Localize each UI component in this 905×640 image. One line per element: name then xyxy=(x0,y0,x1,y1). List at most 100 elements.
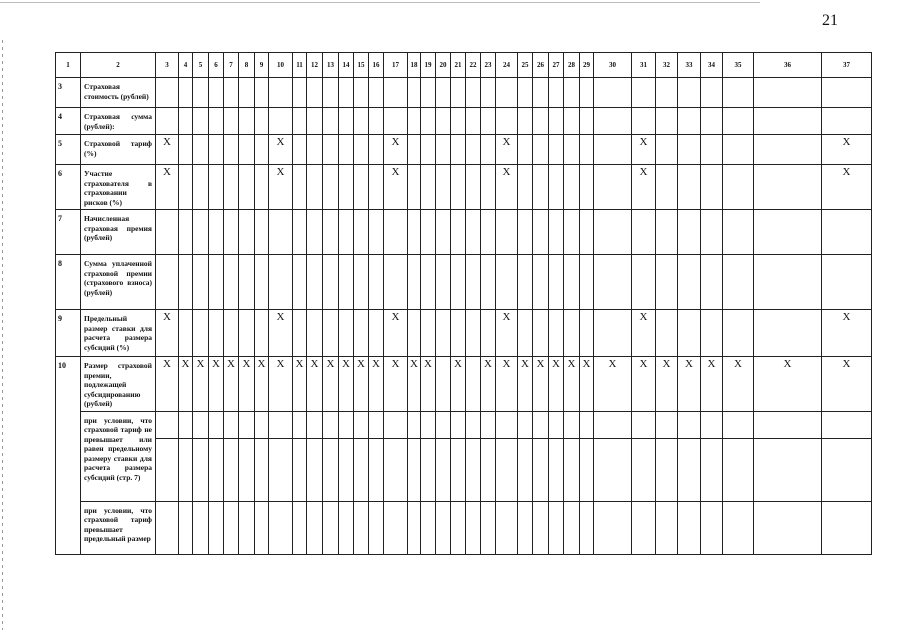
table-cell xyxy=(722,107,754,135)
table-cell xyxy=(368,77,384,108)
table-cell xyxy=(435,437,451,502)
table-cell xyxy=(306,209,323,255)
table-cell xyxy=(292,134,307,165)
table-cell xyxy=(178,410,193,439)
table-cell xyxy=(407,309,421,357)
table-cell xyxy=(655,77,678,108)
table-cell xyxy=(192,254,209,310)
table-cell xyxy=(292,107,307,135)
table-cell xyxy=(821,77,872,108)
x-mark-cell: X xyxy=(631,309,656,357)
table-cell xyxy=(548,164,564,210)
table-cell xyxy=(677,254,701,310)
table-cell xyxy=(322,500,339,555)
table-cell xyxy=(306,107,323,135)
column-header: 25 xyxy=(517,52,533,78)
table-cell xyxy=(548,410,564,439)
table-cell xyxy=(420,254,436,310)
table-cell xyxy=(254,77,269,108)
table-cell xyxy=(383,209,408,255)
table-cell xyxy=(517,164,533,210)
table-cell xyxy=(178,309,193,357)
table-cell xyxy=(548,254,564,310)
table-cell xyxy=(450,77,466,108)
table-cell xyxy=(178,209,193,255)
table-cell xyxy=(655,164,678,210)
x-mark-cell: X xyxy=(495,356,518,412)
table-cell xyxy=(407,107,421,135)
table-cell xyxy=(548,107,564,135)
x-mark-cell: X xyxy=(268,164,293,210)
column-header: 15 xyxy=(353,52,369,78)
table-cell xyxy=(383,437,408,502)
column-header: 31 xyxy=(631,52,656,78)
table-cell xyxy=(420,134,436,165)
table-cell xyxy=(593,134,632,165)
table-cell xyxy=(465,437,481,502)
x-mark-cell: X xyxy=(655,356,678,412)
table-cell xyxy=(677,107,701,135)
x-mark-cell: X xyxy=(407,356,421,412)
column-header: 2 xyxy=(80,52,156,78)
table-cell xyxy=(821,500,872,555)
table-cell xyxy=(700,500,723,555)
table-cell xyxy=(480,164,496,210)
table-cell xyxy=(338,77,354,108)
table-cell xyxy=(420,107,436,135)
table-cell xyxy=(238,209,255,255)
table-cell xyxy=(548,134,564,165)
table-cell xyxy=(532,410,549,439)
table-cell xyxy=(292,209,307,255)
table-cell xyxy=(268,77,293,108)
row-number: 6 xyxy=(55,164,81,210)
table-cell xyxy=(722,209,754,255)
table-cell xyxy=(753,77,822,108)
table-cell xyxy=(465,77,481,108)
table-cell xyxy=(238,77,255,108)
table-cell xyxy=(563,500,580,555)
table-cell xyxy=(254,164,269,210)
table-cell xyxy=(700,164,723,210)
x-mark-cell: X xyxy=(495,164,518,210)
table-cell xyxy=(238,164,255,210)
table-cell xyxy=(322,107,339,135)
table-cell xyxy=(480,309,496,357)
table-cell xyxy=(306,410,323,439)
table-cell xyxy=(435,410,451,439)
row-number: 8 xyxy=(55,254,81,310)
table-cell xyxy=(353,437,369,502)
x-mark-cell: X xyxy=(268,134,293,165)
table-cell xyxy=(465,107,481,135)
table-cell xyxy=(322,410,339,439)
table-cell xyxy=(155,437,179,502)
table-cell xyxy=(178,134,193,165)
table-cell xyxy=(450,134,466,165)
table-cell xyxy=(579,77,594,108)
table-cell xyxy=(563,309,580,357)
table-row: 4 Страховая сумма (рублей): xyxy=(55,107,872,135)
table-cell xyxy=(192,309,209,357)
table-cell xyxy=(254,107,269,135)
table-cell xyxy=(722,164,754,210)
table-cell xyxy=(821,209,872,255)
table-cell xyxy=(631,500,656,555)
x-mark-cell: X xyxy=(563,356,580,412)
table-cell xyxy=(254,410,269,439)
table-cell xyxy=(338,134,354,165)
table-cell xyxy=(322,437,339,502)
table-cell xyxy=(450,309,466,357)
x-mark-cell: X xyxy=(192,356,209,412)
table-cell xyxy=(532,134,549,165)
column-header: 19 xyxy=(420,52,436,78)
table-cell xyxy=(722,437,754,502)
table-cell xyxy=(465,500,481,555)
table-cell xyxy=(223,500,239,555)
table-cell xyxy=(338,209,354,255)
table-cell xyxy=(480,410,496,439)
table-cell xyxy=(631,209,656,255)
table-cell xyxy=(223,209,239,255)
x-mark-cell: X xyxy=(155,164,179,210)
table-cell xyxy=(753,309,822,357)
x-mark-cell: X xyxy=(753,356,822,412)
table-cell xyxy=(563,164,580,210)
